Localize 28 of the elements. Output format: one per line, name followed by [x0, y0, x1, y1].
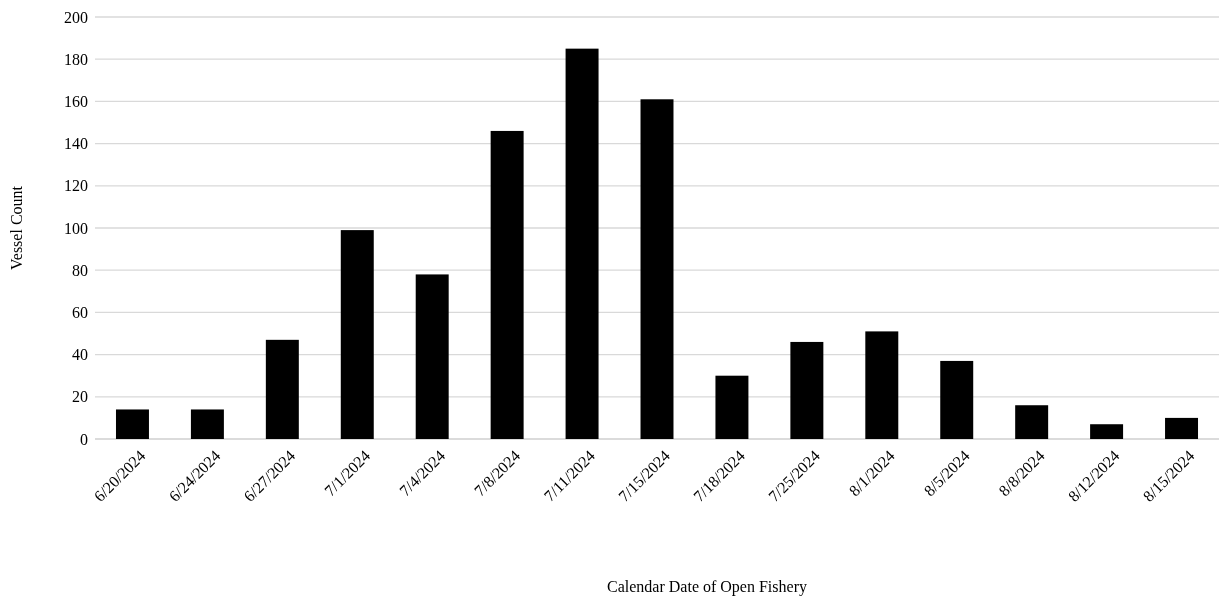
y-tick-label: 140: [64, 135, 88, 153]
y-tick-label: 180: [64, 50, 88, 68]
bar: [940, 360, 974, 439]
y-tick-label: 100: [64, 219, 88, 237]
bar: [415, 274, 449, 439]
bar: [565, 48, 599, 439]
bar: [715, 375, 749, 439]
y-tick-label: 200: [64, 8, 88, 26]
bar: [265, 339, 299, 439]
x-axis-title: Calendar Date of Open Fishery: [607, 578, 807, 596]
bar: [340, 230, 374, 439]
y-tick-label: 20: [72, 388, 88, 406]
y-tick-label: 80: [72, 261, 88, 279]
bar: [790, 341, 824, 439]
y-tick-label: 0: [80, 430, 88, 448]
bar: [1090, 424, 1124, 439]
bar: [1015, 405, 1049, 439]
bar: [865, 331, 899, 439]
bar: [190, 409, 224, 439]
y-tick-label: 120: [64, 177, 88, 195]
y-axis-title: Vessel Count: [8, 185, 25, 270]
bar: [1165, 417, 1199, 439]
y-tick-label: 60: [72, 304, 88, 321]
bar: [640, 99, 674, 439]
bar: [115, 409, 149, 439]
y-tick-label: 160: [64, 93, 88, 110]
y-tick-label: 40: [72, 346, 88, 364]
bar: [490, 130, 524, 439]
